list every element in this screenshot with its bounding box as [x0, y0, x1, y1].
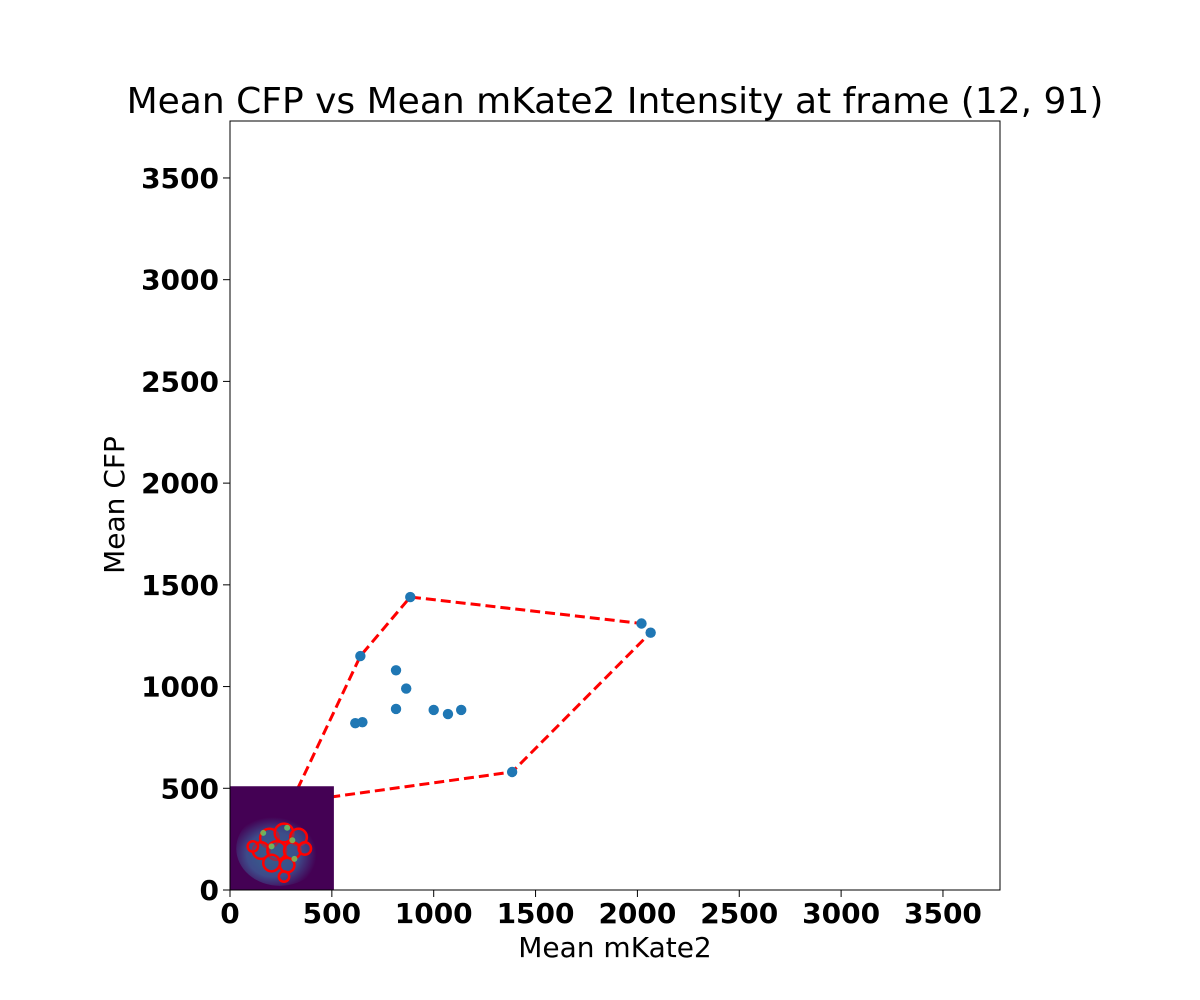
- inset-cell-marker: [289, 837, 296, 844]
- y-tick-label: 1500: [141, 569, 219, 602]
- y-tick-label: 2500: [141, 365, 219, 398]
- inset-image: [230, 786, 334, 890]
- x-tick-label: 0: [220, 897, 239, 930]
- y-tick-label: 2000: [141, 467, 219, 500]
- x-tick-label: 3000: [802, 897, 880, 930]
- scatter-point: [355, 650, 366, 662]
- inset-cell-outline: [277, 870, 291, 883]
- y-axis-label: Mean CFP: [98, 436, 131, 574]
- scatter-point: [645, 627, 656, 638]
- scatter-point: [401, 683, 412, 694]
- inset-cell-outline: [297, 841, 313, 856]
- y-tick-label: 0: [200, 874, 219, 907]
- x-tick-label: 3500: [904, 897, 982, 930]
- convex-hull-line: [289, 595, 653, 804]
- scatter-point: [636, 618, 647, 629]
- inset-cell-outline: [261, 853, 282, 873]
- scatter-point: [506, 766, 518, 778]
- y-tick-label: 1000: [141, 671, 219, 704]
- inset-cell-marker: [291, 855, 298, 862]
- scatter-point: [442, 708, 454, 720]
- plot-frame: [229, 120, 1001, 891]
- x-tick-label: 2500: [700, 897, 778, 930]
- x-axis: 0 500 1000 1500 2000 2500 3000 3500: [220, 890, 982, 930]
- scatter-point: [390, 703, 402, 715]
- y-tick-label: 3500: [141, 162, 219, 195]
- x-axis-label: Mean mKate2: [518, 931, 712, 964]
- scatter-point: [428, 704, 439, 716]
- plot-area: [285, 591, 656, 808]
- scatter-point: [357, 716, 368, 728]
- inset-cell-marker: [284, 824, 291, 831]
- y-axis: 0 500 1000 1500 2000 2500 3000 3500: [141, 162, 230, 907]
- y-tick-label: 500: [161, 772, 219, 805]
- inset-cell-marker: [260, 829, 267, 836]
- inset-cell-marker: [268, 843, 275, 850]
- scatter-point: [405, 591, 416, 603]
- y-tick-label: 3000: [141, 264, 219, 297]
- scatter-point: [390, 665, 402, 676]
- scatter-point: [456, 704, 467, 716]
- chart-title: Mean CFP vs Mean mKate2 Intensity at fra…: [127, 81, 1104, 122]
- x-tick-label: 1500: [497, 897, 575, 930]
- inset-cell-outline: [246, 839, 260, 853]
- x-tick-label: 2000: [598, 897, 676, 930]
- x-tick-label: 1000: [395, 897, 473, 930]
- x-tick-label: 500: [303, 897, 361, 930]
